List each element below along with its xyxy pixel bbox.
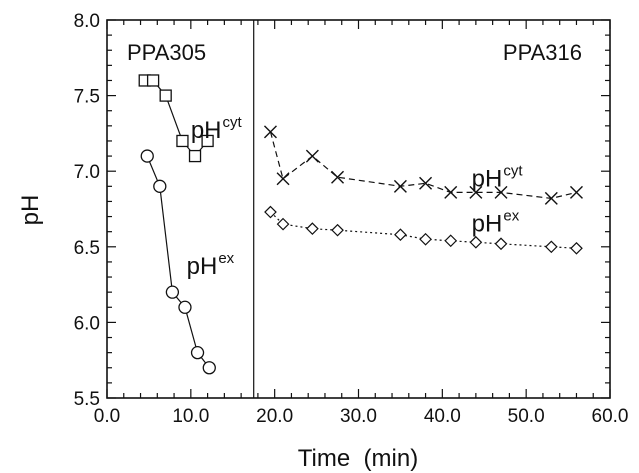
diamond-marker [494, 237, 508, 251]
y-tick-label: 7.5 [74, 87, 100, 108]
annotation-ph-ex: pHex [472, 208, 520, 238]
circle-marker [140, 149, 154, 163]
x-marker [569, 185, 583, 199]
x-marker [544, 191, 558, 205]
x-marker [494, 185, 508, 199]
x-tick-label: 10.0 [172, 406, 209, 427]
circle-marker [178, 300, 192, 314]
diamond-marker [544, 240, 558, 254]
annotation-ph-cyt: pHcyt [472, 162, 524, 192]
x-marker [444, 185, 458, 199]
x-marker-stroke [276, 172, 290, 186]
diamond-marker [306, 222, 319, 236]
y-tick-label: 6.0 [74, 313, 100, 334]
series-layer [138, 74, 583, 375]
x-axis-title: Time (min) [298, 445, 418, 472]
x-marker-stroke [494, 185, 508, 199]
x-marker-stroke [393, 179, 407, 193]
x-tick-label: 60.0 [592, 406, 629, 427]
x-marker-stroke [331, 170, 345, 184]
y-tick-label: 7.0 [74, 162, 100, 183]
x-marker-stroke [544, 191, 558, 205]
x-marker [276, 172, 290, 186]
diamond-marker [264, 205, 277, 219]
panel-label-ppa305: PPA305 [127, 40, 206, 65]
x-marker [331, 170, 345, 184]
x-tick-label: 30.0 [340, 406, 377, 427]
annotation-ph-ex: pHex [187, 250, 235, 280]
diamond-marker [419, 232, 432, 246]
x-marker [263, 125, 277, 139]
x-marker-stroke [305, 149, 319, 163]
x-marker [305, 149, 319, 163]
panel-label-ppa316: PPA316 [503, 40, 582, 65]
axis-ticks [106, 19, 611, 399]
x-tick-label: 40.0 [424, 406, 461, 427]
diamond-marker [444, 234, 458, 248]
diamond-marker [394, 228, 407, 242]
x-tick-label: 50.0 [508, 406, 545, 427]
series-line-x [269, 131, 577, 200]
square-marker [159, 89, 172, 102]
diamond-marker [276, 217, 290, 231]
x-tick-label: 20.0 [256, 406, 293, 427]
x-marker [393, 179, 407, 193]
annotations: pHcyt pHex pHcyt pHex [187, 114, 524, 280]
x-tick-label: 0.0 [94, 406, 120, 427]
y-tick-label: 6.5 [74, 238, 100, 259]
x-marker [469, 185, 483, 199]
circle-marker [190, 345, 205, 360]
x-marker [419, 176, 433, 190]
diamond-marker [331, 223, 344, 237]
tick-labels: 0.0 10.0 20.0 30.0 40.0 50.0 60.0 5.5 6.0 6.5 7.0 7… [74, 11, 629, 427]
plot-frame [106, 19, 611, 399]
y-axis-title: pH [17, 195, 44, 226]
annotation-ph-cyt: pHcyt [191, 114, 243, 144]
circle-marker [202, 361, 216, 375]
diamond-marker [469, 235, 483, 249]
square-marker [188, 149, 202, 163]
square-marker [201, 134, 214, 148]
x-marker-stroke [469, 185, 483, 199]
x-marker-stroke [444, 185, 458, 199]
diamond-marker [570, 241, 583, 255]
x-marker-stroke [419, 176, 433, 190]
circle-marker [165, 285, 180, 299]
circle-marker [153, 179, 167, 193]
y-tick-label: 5.5 [74, 389, 100, 410]
square-marker [146, 74, 160, 87]
square-marker [176, 134, 189, 148]
x-marker-stroke [263, 125, 277, 139]
y-tick-label: 8.0 [74, 11, 100, 32]
x-marker-stroke [569, 185, 583, 199]
